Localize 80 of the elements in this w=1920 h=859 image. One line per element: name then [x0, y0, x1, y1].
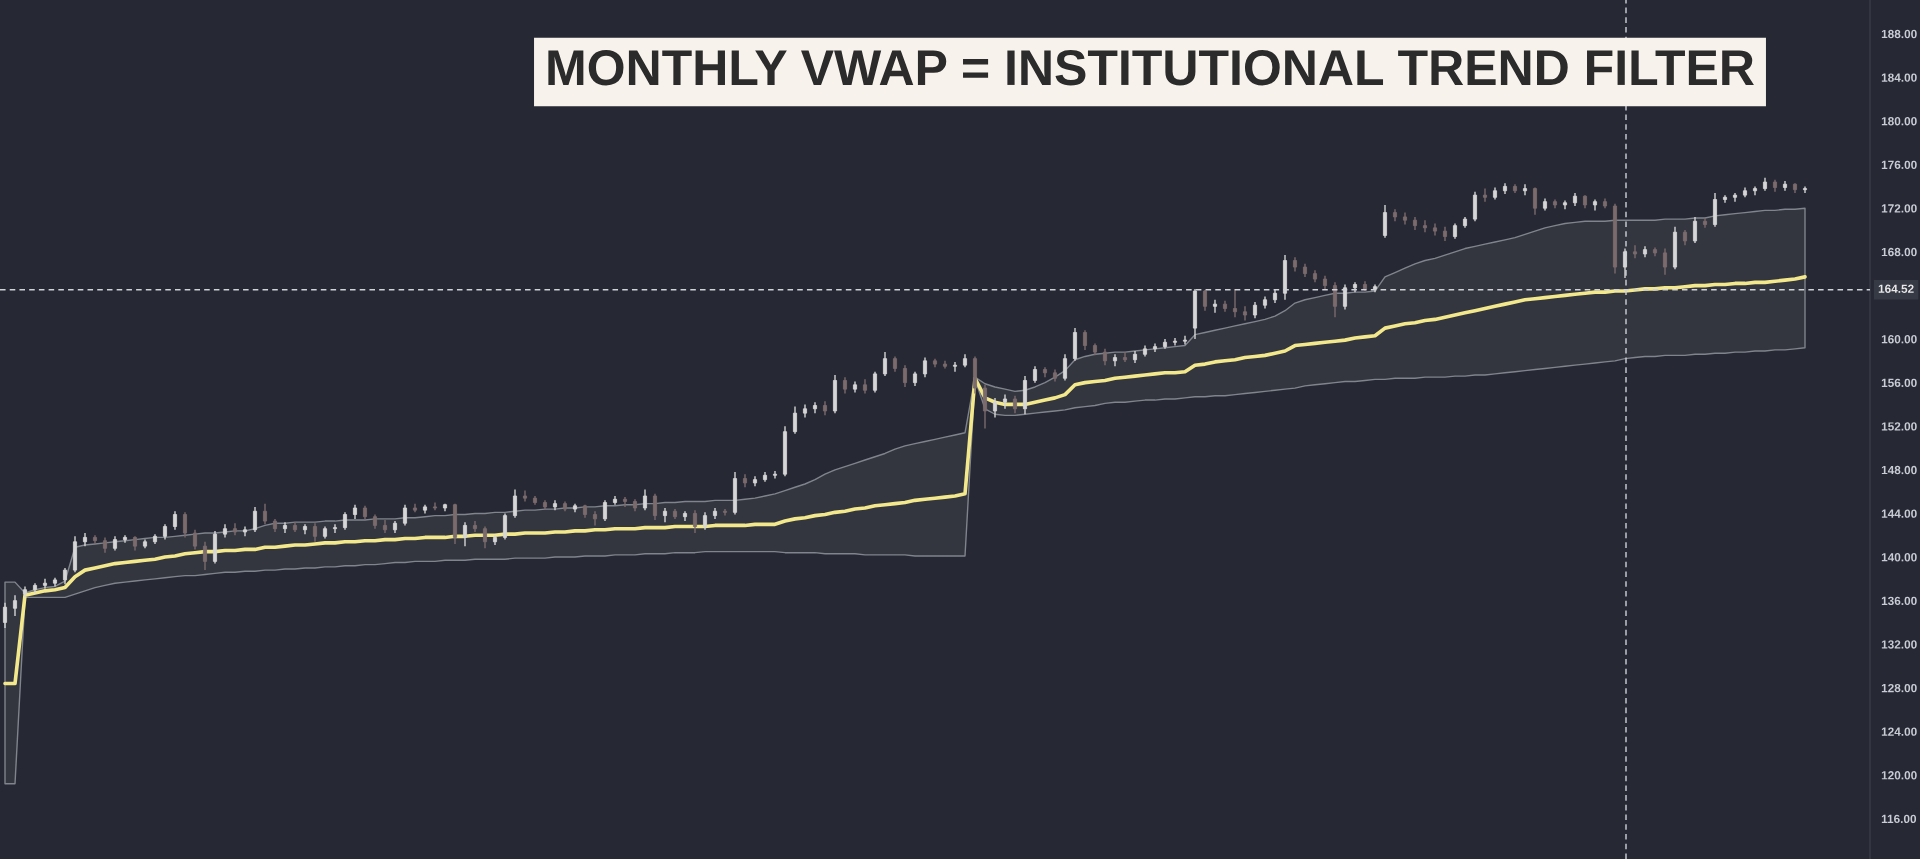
candlestick: [512, 488, 518, 519]
y-tick-label: 160.00: [1881, 335, 1917, 344]
candlestick: [462, 521, 468, 547]
candlestick: [1062, 353, 1068, 382]
text: MONTHLY VWAP = INSTITUTIONAL TREND FILTER: [548, 50, 1754, 86]
candlestick: [1472, 191, 1478, 222]
y-tick-label: 180.00: [1881, 117, 1917, 126]
candlestick: [1802, 185, 1808, 194]
candlestick: [602, 499, 608, 522]
candlestick: [1692, 216, 1698, 244]
candlestick: [722, 508, 728, 517]
y-tick-label: 156.00: [1881, 378, 1917, 388]
y-tick-label: 116.00: [1881, 814, 1917, 824]
candlestick: [182, 511, 188, 539]
candlestick: [792, 405, 798, 435]
y-tick-label: 188.00: [1881, 29, 1917, 39]
candlestick: [402, 504, 408, 527]
candlestick: [662, 507, 668, 523]
y-tick-label: 176.00: [1881, 160, 1917, 169]
candlestick: [332, 523, 338, 534]
candlestick: [1752, 185, 1758, 196]
candlestick: [812, 401, 818, 414]
candlestick: [312, 522, 318, 543]
candlestick: [652, 493, 658, 521]
y-tick-label: 128.00: [1881, 683, 1917, 693]
candlestick: [992, 397, 998, 419]
candlestick: [482, 525, 488, 550]
candlestick: [122, 534, 128, 544]
candlestick: [882, 351, 888, 377]
y-tick-label: 124.00: [1881, 727, 1917, 736]
candlestick: [1382, 204, 1388, 239]
candlestick: [12, 594, 18, 617]
y-tick-label: 168.00: [1881, 247, 1917, 257]
candlestick: [1522, 183, 1528, 196]
y-tick-label: 136.00: [1881, 596, 1917, 606]
candlestick: [202, 541, 208, 571]
candlestick: [772, 470, 778, 480]
candlestick: [1722, 194, 1728, 204]
y-tick-label: 184.00: [1881, 73, 1917, 82]
candlestick: [982, 384, 988, 430]
candlestick: [952, 361, 958, 373]
candlestick: [902, 364, 908, 388]
candlestick: [622, 496, 628, 508]
candlestick: [1332, 281, 1338, 318]
y-tick-label: 144.00: [1881, 509, 1917, 518]
candlestick: [1172, 337, 1178, 347]
candlestick: [1532, 186, 1538, 216]
candlestick: [1112, 353, 1118, 367]
candlestick: [1422, 219, 1428, 233]
candlestick: [642, 488, 648, 511]
candlestick: [1152, 342, 1158, 353]
line-series: [3, 275, 1807, 686]
candlestick: [42, 578, 48, 590]
candlestick: [922, 356, 928, 378]
candlestick: [1632, 244, 1638, 260]
candlestick: [692, 509, 698, 534]
y-tick-label: 140.00: [1881, 553, 1917, 562]
candlestick: [2, 602, 8, 629]
y-tick-label: 148.00: [1881, 465, 1917, 475]
candlestick: [262, 502, 268, 526]
candlestick: [1242, 305, 1248, 322]
candlestick: [252, 506, 258, 533]
ref-line-label: 164.52: [1878, 284, 1914, 293]
y-tick-label: 152.00: [1881, 422, 1917, 431]
candlestick: [1082, 329, 1088, 351]
candlestick: [472, 520, 478, 533]
candlestick: [502, 512, 508, 541]
y-tick-label: 132.00: [1881, 640, 1917, 649]
candlestick: [1482, 187, 1488, 203]
candlestick: [1232, 288, 1238, 318]
candlestick: [1662, 247, 1668, 276]
candlestick: [172, 510, 178, 531]
y-tick-label: 120.00: [1881, 771, 1917, 780]
candlestick: [192, 529, 198, 551]
y-tick-label: 172.00: [1881, 204, 1917, 213]
candlestick: [1212, 299, 1218, 314]
candlestick: [872, 371, 878, 394]
candlestick: [1122, 351, 1128, 363]
candlestick: [282, 521, 288, 534]
candlestick: [1002, 393, 1008, 410]
